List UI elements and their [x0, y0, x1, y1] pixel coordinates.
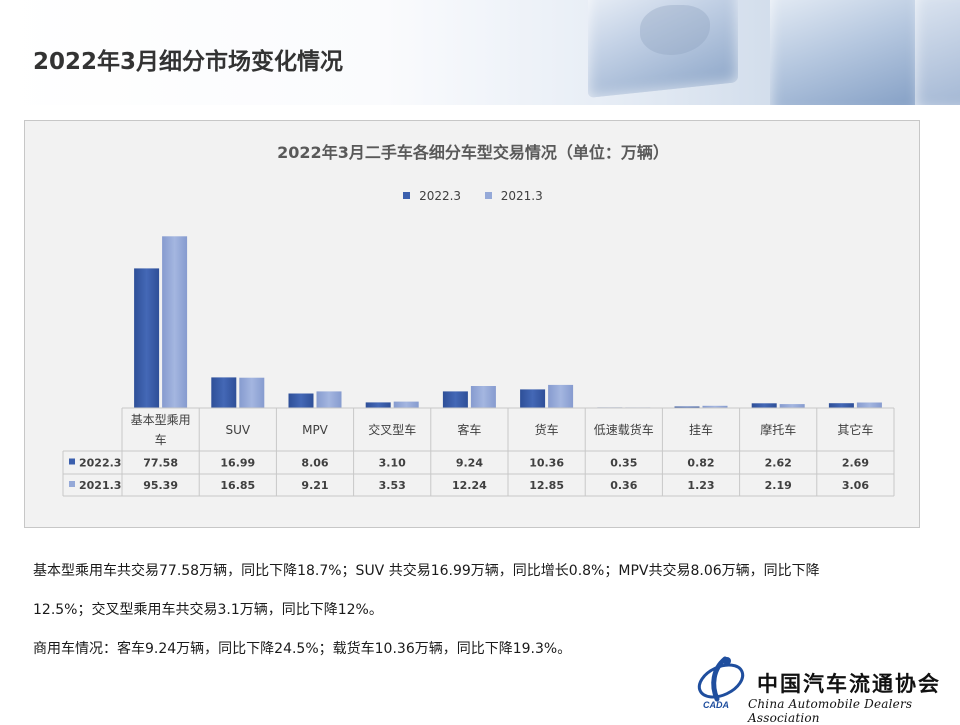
- data-label: 10.36: [529, 457, 564, 470]
- data-label: 3.53: [379, 479, 406, 492]
- chart-panel: 2022年3月二手车各细分车型交易情况（单位：万辆） 2022.3 2021.3…: [24, 120, 920, 528]
- decorative-cube: [915, 0, 960, 105]
- category-label: 货车: [535, 422, 559, 437]
- bar-2022.3-交叉型车: [365, 402, 391, 408]
- legend-swatch-2021: [484, 192, 492, 199]
- bar-2022.3-基本型乘用车: [134, 268, 160, 408]
- chart-legend: 2022.3 2021.3: [25, 189, 921, 203]
- data-label: 12.24: [452, 479, 487, 492]
- category-label: 客车: [457, 422, 481, 437]
- legend-swatch-2022: [403, 192, 411, 199]
- bar-2021.3-SUV: [239, 377, 265, 408]
- data-label: 2.62: [765, 457, 792, 470]
- table-legend-key-2022.3: [69, 458, 75, 465]
- legend-item-2022: 2022.3: [403, 189, 461, 203]
- summary-line-3: 商用车情况：客车9.24万辆，同比下降24.5%；载货车10.36万辆，同比下降…: [33, 641, 572, 657]
- data-label: 2.69: [842, 457, 869, 470]
- table-legend-key-2021.3: [69, 481, 75, 487]
- data-label: 1.23: [687, 479, 714, 492]
- category-label: SUV: [225, 423, 250, 437]
- category-label: 基本型乘用: [131, 413, 191, 427]
- bar-2021.3-基本型乘用车: [162, 236, 188, 408]
- bar-2022.3-MPV: [288, 393, 314, 408]
- data-label: 8.06: [301, 457, 328, 470]
- data-table: 基本型乘用车 SUV MPV 交叉型车 客车 货车 低速载货车 挂车 摩托车 其它车 2022.3 7…: [62, 407, 895, 497]
- category-label: 低速载货车: [594, 422, 654, 437]
- legend-item-2021: 2021.3: [484, 189, 543, 203]
- category-label: 车: [155, 432, 167, 447]
- data-label: 3.06: [842, 479, 869, 492]
- data-label: 16.99: [220, 457, 255, 470]
- bar-2021.3-其它车: [856, 402, 882, 408]
- data-label: 12.85: [529, 479, 564, 492]
- bar-2021.3-交叉型车: [393, 401, 419, 408]
- cada-emblem-icon: [697, 656, 745, 702]
- bar-2021.3-MPV: [316, 391, 342, 408]
- bar-2022.3-客车: [442, 391, 468, 408]
- category-label: MPV: [302, 423, 329, 437]
- legend-label-2021: 2021.3: [500, 189, 543, 203]
- data-label: 0.82: [687, 457, 714, 470]
- bar-2022.3-货车: [520, 389, 546, 408]
- logo-name-cn: 中国汽车流通协会: [757, 671, 941, 696]
- summary-line-2: 12.5%；交叉型乘用车共交易3.1万辆，同比下降12%。: [33, 602, 383, 618]
- bars-layer: [134, 236, 882, 408]
- data-label: 2.19: [765, 479, 792, 492]
- data-label: 9.21: [301, 479, 328, 492]
- page-title: 2022年3月细分市场变化情况: [33, 49, 344, 75]
- bar-2021.3-挂车: [702, 405, 728, 408]
- data-label: 9.24: [456, 457, 483, 470]
- category-label: 交叉型车: [368, 422, 416, 437]
- logo-name-en: China Automobile Dealers Association: [748, 697, 913, 725]
- data-label: 0.36: [610, 479, 637, 492]
- data-label: 3.10: [379, 457, 406, 470]
- bar-2022.3-挂车: [674, 406, 700, 408]
- bar-2021.3-客车: [470, 386, 496, 408]
- bar-2021.3-摩托车: [779, 404, 805, 408]
- category-label: 挂车: [689, 422, 713, 437]
- decorative-cube: [770, 0, 920, 105]
- table-series-label: 2022.3: [79, 457, 121, 470]
- legend-label-2022: 2022.3: [419, 189, 462, 203]
- chart-title: 2022年3月二手车各细分车型交易情况（单位：万辆）: [277, 143, 669, 162]
- data-label: 95.39: [143, 479, 178, 492]
- data-label: 77.58: [143, 457, 178, 470]
- category-label: 摩托车: [760, 422, 796, 437]
- bar-2021.3-货车: [548, 384, 574, 408]
- logo-abbr: CADA: [703, 700, 729, 710]
- header-banner: 2022年3月细分市场变化情况: [0, 0, 960, 105]
- category-label: 其它车: [837, 422, 873, 437]
- data-label: 0.35: [610, 457, 637, 470]
- data-label: 16.85: [220, 479, 255, 492]
- bar-chart: 基本型乘用车 SUV MPV 交叉型车 客车 货车 低速载货车 挂车 摩托车 其它车 2022.3 7…: [62, 236, 895, 497]
- summary-line-1: 基本型乘用车共交易77.58万辆，同比下降18.7%；SUV 共交易16.99万…: [33, 563, 820, 579]
- table-series-label: 2021.3: [79, 479, 121, 492]
- bar-2022.3-SUV: [211, 377, 237, 408]
- bar-2022.3-摩托车: [751, 403, 777, 408]
- bar-2022.3-其它车: [828, 403, 854, 408]
